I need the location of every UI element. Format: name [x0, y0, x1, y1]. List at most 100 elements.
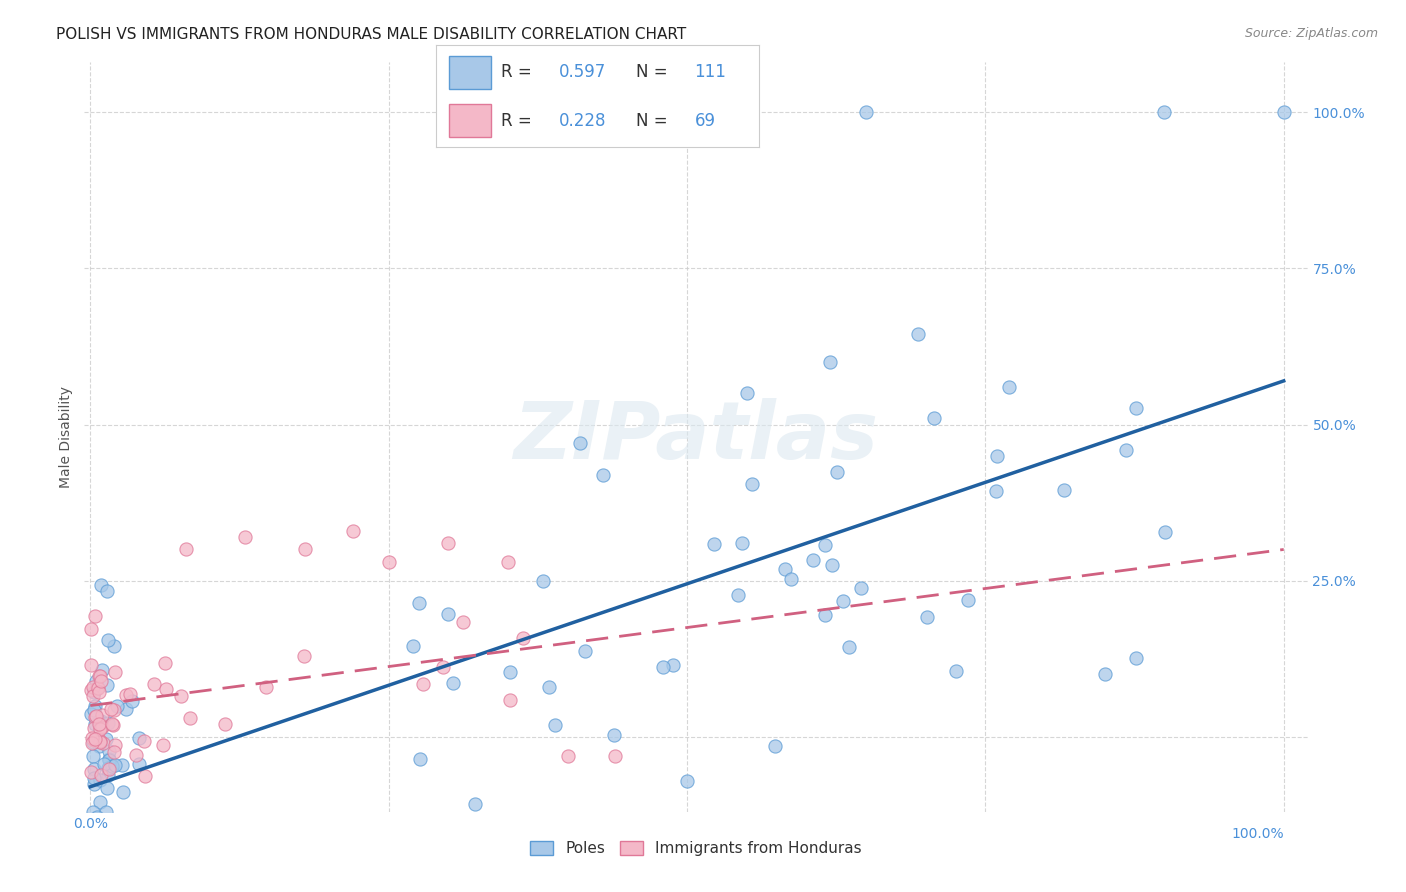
Text: R =: R =	[501, 112, 537, 129]
Point	[83, 685, 105, 699]
Point	[94, 805, 117, 819]
Point	[89, 735, 111, 749]
Point	[703, 537, 725, 551]
Point	[499, 693, 522, 707]
Point	[803, 552, 825, 566]
Point	[97, 744, 120, 758]
Text: 69: 69	[695, 112, 716, 129]
Point	[87, 844, 110, 858]
Point	[120, 867, 142, 881]
Point	[735, 386, 758, 401]
Point	[818, 355, 841, 369]
Point	[87, 731, 110, 745]
Point	[235, 530, 257, 544]
Point	[82, 731, 104, 745]
Point	[97, 768, 120, 782]
Y-axis label: Male Disability: Male Disability	[59, 386, 73, 488]
Point	[773, 562, 796, 576]
Point	[89, 795, 111, 809]
Point	[1115, 442, 1137, 457]
Point	[89, 684, 111, 698]
Point	[121, 693, 143, 707]
Point	[97, 752, 120, 766]
FancyBboxPatch shape	[449, 56, 491, 88]
Point	[134, 769, 156, 783]
Text: N =: N =	[637, 112, 673, 129]
Point	[84, 674, 107, 689]
Point	[574, 644, 596, 658]
Point	[125, 748, 148, 763]
Point	[83, 703, 105, 717]
Point	[1094, 667, 1116, 681]
Point	[437, 607, 460, 622]
Point	[512, 631, 534, 645]
Point	[1125, 650, 1147, 665]
Point	[97, 715, 120, 730]
Point	[342, 524, 364, 538]
Point	[568, 436, 591, 450]
Point	[727, 588, 749, 602]
Point	[91, 708, 114, 723]
Point	[90, 663, 112, 677]
Point	[763, 739, 786, 753]
Point	[103, 703, 125, 717]
Point	[132, 734, 155, 748]
Point	[152, 738, 174, 752]
Point	[922, 410, 945, 425]
Point	[90, 714, 112, 729]
Point	[814, 538, 837, 552]
Point	[82, 734, 104, 748]
Point	[93, 814, 115, 828]
Point	[87, 669, 110, 683]
Text: ZIPatlas: ZIPatlas	[513, 398, 879, 476]
Point	[80, 813, 103, 827]
Point	[557, 748, 579, 763]
Point	[155, 682, 177, 697]
Point	[91, 720, 114, 734]
Point	[87, 717, 110, 731]
Point	[83, 771, 105, 785]
Point	[409, 752, 432, 766]
Point	[103, 835, 125, 849]
Point	[79, 765, 101, 780]
Point	[89, 862, 111, 876]
Point	[83, 733, 105, 747]
Point	[128, 731, 150, 746]
Point	[103, 745, 125, 759]
Point	[91, 817, 114, 831]
Point	[87, 739, 110, 753]
Legend: Poles, Immigrants from Honduras: Poles, Immigrants from Honduras	[522, 834, 870, 864]
Point	[956, 592, 979, 607]
Point	[1154, 525, 1177, 540]
Point	[89, 733, 111, 747]
Point	[821, 558, 844, 572]
Point	[1125, 401, 1147, 416]
Point	[432, 660, 454, 674]
Point	[91, 719, 114, 733]
Point	[84, 709, 107, 723]
Point	[128, 757, 150, 772]
Point	[98, 823, 121, 838]
Text: 0.228: 0.228	[558, 112, 606, 129]
Point	[83, 721, 105, 735]
Point	[100, 864, 122, 879]
Point	[82, 690, 104, 704]
Point	[292, 648, 315, 663]
Point	[676, 773, 699, 788]
Point	[86, 681, 108, 695]
Point	[90, 673, 112, 688]
Point	[592, 467, 614, 482]
Point	[91, 735, 114, 749]
Point	[110, 757, 132, 772]
Point	[79, 707, 101, 722]
Point	[499, 665, 522, 680]
Point	[986, 483, 1008, 498]
Point	[779, 572, 801, 586]
Point	[838, 640, 860, 655]
Point	[90, 578, 112, 592]
Point	[93, 756, 115, 771]
Point	[451, 615, 474, 629]
Text: POLISH VS IMMIGRANTS FROM HONDURAS MALE DISABILITY CORRELATION CHART: POLISH VS IMMIGRANTS FROM HONDURAS MALE …	[56, 27, 686, 42]
Point	[104, 758, 127, 772]
Point	[945, 664, 967, 678]
